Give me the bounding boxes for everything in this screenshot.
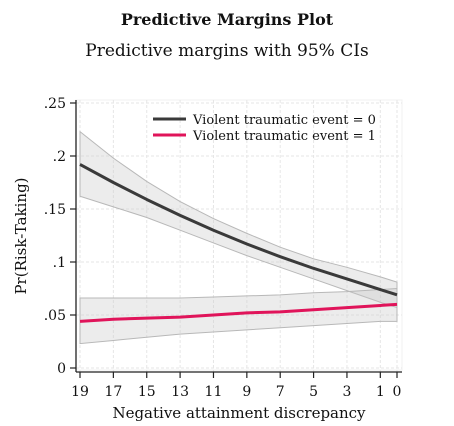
y-tick-label: .2 <box>53 149 66 165</box>
legend-label: Violent traumatic event = 1 <box>192 129 376 144</box>
axes <box>75 100 402 373</box>
series-line-1 <box>79 302 398 323</box>
y-ticks: 0 .05 .1 .15 .2 .25 <box>44 96 76 377</box>
ci-bands <box>79 130 398 345</box>
x-tick-label: 1 <box>376 384 385 400</box>
y-tick-label: .1 <box>53 255 66 271</box>
x-tick-label: 15 <box>138 384 156 400</box>
x-tick-label: 19 <box>71 384 89 400</box>
x-tick-label: 5 <box>309 384 318 400</box>
chart-subtitle: Predictive margins with 95% CIs <box>85 41 369 61</box>
ci-band-series-1 <box>79 287 398 345</box>
x-tick-label: 0 <box>393 384 402 400</box>
x-tick-label: 13 <box>171 384 189 400</box>
y-tick-label: .25 <box>44 96 66 112</box>
y-tick-label: 0 <box>57 361 66 377</box>
legend-label: Violent traumatic event = 0 <box>192 113 376 128</box>
x-tick-label: 17 <box>104 384 122 400</box>
y-axis-label: Pr(Risk-Taking) <box>12 177 30 294</box>
series-lines <box>79 163 398 323</box>
y-tick-label: .15 <box>44 202 66 218</box>
x-tick-label: 11 <box>205 384 223 400</box>
series-line-0 <box>79 163 398 297</box>
x-tick-label: 9 <box>242 384 251 400</box>
x-tick-label: 3 <box>342 384 351 400</box>
chart-title: Predictive Margins Plot <box>120 10 334 29</box>
plot-area <box>75 99 403 371</box>
y-tick-label: .05 <box>44 308 66 324</box>
x-ticks: 19 17 15 13 11 9 7 5 3 1 0 <box>71 372 401 400</box>
x-tick-label: 7 <box>276 384 285 400</box>
x-axis-label: Negative attainment discrepancy <box>112 404 366 422</box>
